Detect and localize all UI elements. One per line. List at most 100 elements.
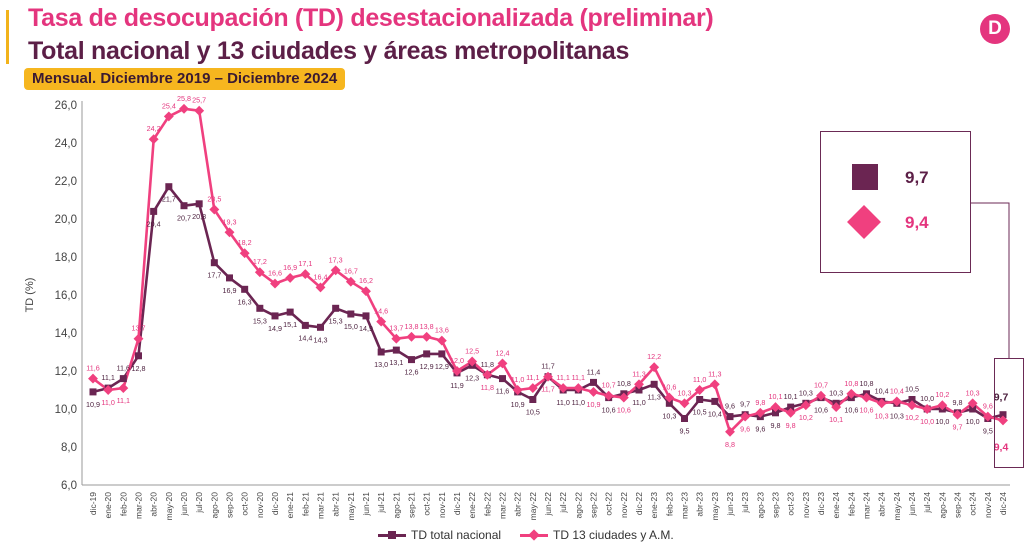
- data-point-ciudades: [952, 409, 963, 420]
- data-label-ciudades: 16,9: [283, 263, 297, 272]
- data-label-ciudades: 25,7: [192, 96, 206, 105]
- x-tick-label: sep-20: [225, 492, 235, 518]
- data-label-nacional: 10,5: [905, 385, 919, 394]
- data-point-nacional: [256, 304, 264, 312]
- data-label-ciudades: 11,3: [708, 369, 721, 378]
- x-tick-label: oct-23: [786, 492, 796, 516]
- x-tick-label: ene-22: [467, 492, 477, 519]
- x-tick-label: sep-22: [589, 492, 599, 518]
- x-tick-label: jun-23: [725, 492, 735, 517]
- data-point-ciudades: [194, 105, 205, 116]
- data-label-ciudades: 10,3: [875, 411, 889, 420]
- period-badge: Mensual. Diciembre 2019 – Diciembre 2024: [24, 68, 346, 90]
- x-tick-label: nov-22: [619, 492, 629, 518]
- data-point-ciudades: [725, 426, 735, 437]
- x-tick-label: sep-21: [407, 492, 417, 518]
- data-point-ciudades: [224, 227, 235, 238]
- data-label-nacional: 14,9: [359, 324, 373, 333]
- data-label-nacional: 14,9: [268, 324, 282, 333]
- x-tick-label: dic-20: [270, 492, 280, 515]
- data-point-nacional: [772, 409, 779, 417]
- data-label-ciudades: 9,8: [786, 421, 796, 430]
- data-point-ciudades: [664, 392, 675, 403]
- data-label-ciudades: 18,2: [238, 238, 252, 247]
- x-tick-label: oct-21: [422, 492, 432, 516]
- data-label-ciudades: 10,1: [829, 415, 843, 424]
- x-tick-label: ene-21: [285, 492, 295, 519]
- x-tick-label: jun-21: [361, 492, 371, 517]
- x-tick-label: jul-23: [740, 492, 750, 514]
- data-label-nacional: 12,3: [465, 373, 479, 382]
- x-tick-label: jun-24: [907, 492, 917, 517]
- data-label-ciudades: 10,2: [905, 413, 919, 422]
- data-point-ciudades: [406, 331, 417, 342]
- x-tick-label: jul-20: [194, 492, 204, 514]
- x-tick-label: sep-24: [953, 492, 963, 518]
- data-label-ciudades: 10,0: [920, 417, 934, 426]
- data-label-ciudades: 11,6: [86, 364, 99, 373]
- data-point-ciudades: [800, 400, 811, 411]
- latest-ciudades-value: 9,4: [905, 213, 929, 232]
- data-point-nacional: [362, 312, 370, 320]
- data-label-nacional: 15,3: [253, 316, 267, 325]
- data-label-ciudades: 10,7: [814, 381, 828, 390]
- data-point-ciudades: [467, 356, 478, 367]
- y-tick-label: 6,0: [61, 480, 77, 492]
- data-point-nacional: [681, 415, 688, 422]
- data-label-ciudades: 13,7: [389, 324, 403, 333]
- data-point-nacional: [165, 183, 173, 191]
- x-tick-label: nov-24: [983, 492, 993, 518]
- data-point-ciudades: [831, 402, 842, 413]
- data-label-nacional: 14,4: [298, 333, 312, 342]
- data-point-nacional: [438, 350, 446, 358]
- data-label-nacional: 10,0: [966, 417, 980, 426]
- nacional-square-icon: [852, 164, 878, 190]
- data-point-ciudades: [512, 385, 523, 395]
- data-label-ciudades: 11,1: [572, 373, 585, 382]
- latest-nacional-value: 9,7: [905, 168, 929, 187]
- data-label-nacional: 10,9: [86, 400, 100, 409]
- data-label-ciudades: 13,7: [132, 324, 146, 333]
- data-label-ciudades: 16,7: [344, 267, 358, 276]
- data-label-nacional: 12,9: [420, 362, 434, 371]
- x-tick-label: may-24: [892, 492, 902, 521]
- data-point-ciudades: [876, 398, 887, 409]
- data-point-ciudades: [133, 333, 144, 344]
- x-tick-label: ago-20: [209, 492, 219, 519]
- data-point-ciudades: [588, 386, 599, 397]
- data-point-nacional: [317, 323, 324, 331]
- data-point-ciudades: [603, 390, 614, 401]
- data-label-nacional: 10,3: [890, 411, 904, 420]
- data-label-nacional: 15,3: [329, 316, 343, 325]
- y-tick-label: 12,0: [55, 366, 77, 378]
- data-label-nacional: 9,8: [953, 398, 963, 407]
- x-tick-label: may-20: [164, 492, 174, 521]
- data-label-ciudades: 25,4: [162, 101, 176, 110]
- data-label-ciudades: 9,8: [755, 398, 765, 407]
- data-label-nacional: 11,6: [117, 364, 130, 373]
- data-label-nacional: 10,4: [708, 409, 722, 418]
- data-point-ciudades: [618, 392, 629, 403]
- data-label-nacional: 12,9: [435, 362, 449, 371]
- data-label-ciudades: 10,6: [860, 406, 874, 415]
- data-point-ciudades: [967, 398, 978, 409]
- data-label-ciudades: 10,3: [966, 388, 980, 397]
- data-label-nacional: 14,3: [314, 335, 328, 344]
- data-label-ciudades: 9,6: [983, 402, 993, 411]
- data-label-ciudades: 16,2: [359, 276, 373, 285]
- x-tick-label: feb-20: [118, 492, 128, 516]
- x-tick-label: abr-24: [877, 492, 887, 517]
- data-point-ciudades: [709, 379, 720, 390]
- data-label-ciudades: 10,8: [844, 379, 858, 388]
- ciudades-diamond-icon: [847, 205, 881, 239]
- data-point-nacional: [908, 396, 916, 403]
- data-point-ciudades: [846, 388, 857, 399]
- data-label-ciudades: 19,3: [223, 217, 237, 226]
- chart-title: Tasa de desocupación (TD) desestacionali…: [28, 4, 714, 32]
- data-label-nacional: 13,1: [389, 358, 403, 367]
- data-label-ciudades: 16,4: [314, 272, 328, 281]
- data-point-nacional: [301, 321, 309, 329]
- data-point-nacional: [696, 396, 704, 403]
- x-tick-label: ago-21: [391, 492, 401, 519]
